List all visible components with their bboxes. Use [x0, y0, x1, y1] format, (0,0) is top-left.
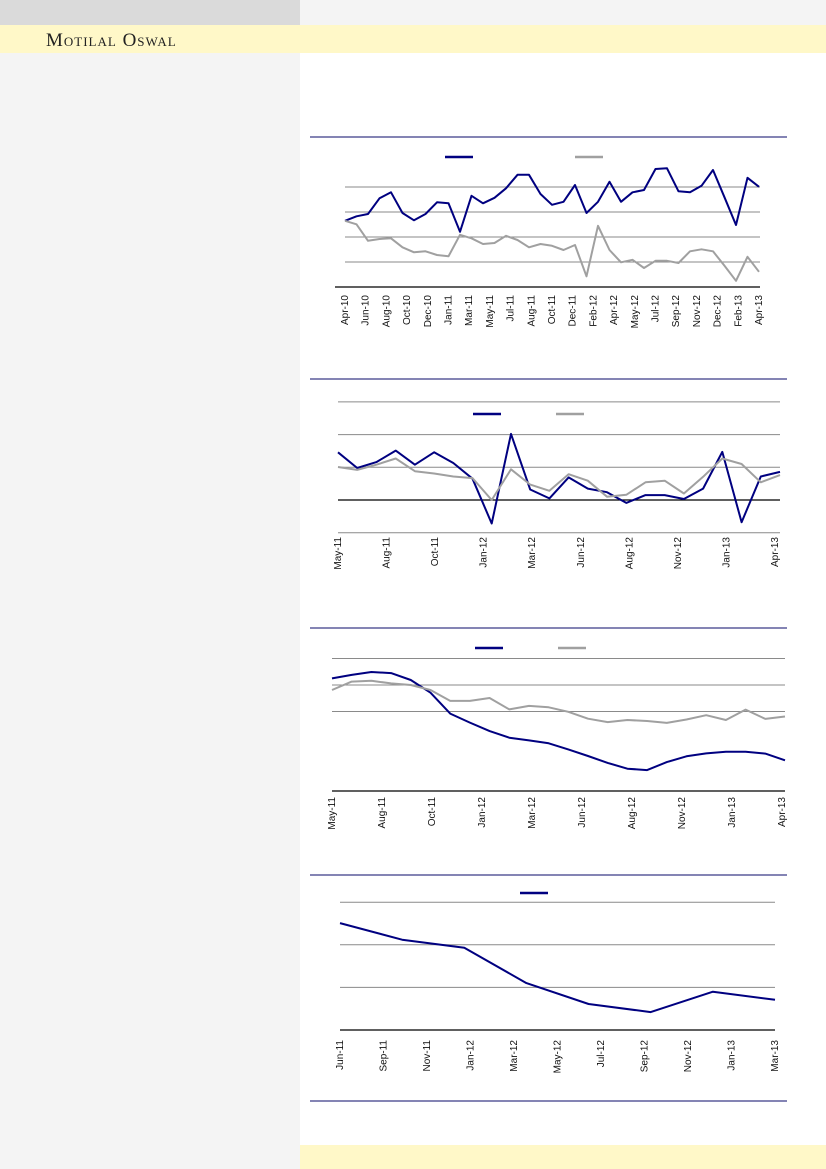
x-tick-label: Jan-12 — [477, 797, 488, 828]
x-tick-label: Mar-13 — [770, 1040, 781, 1072]
series-line-1 — [331, 671, 786, 772]
header-right-strip — [300, 0, 826, 25]
left-margin-column — [0, 53, 300, 1169]
x-tick-label: Apr-13 — [777, 797, 788, 827]
x-tick-label: May-11 — [333, 537, 344, 570]
x-tick-label: Jan-11 — [444, 295, 455, 325]
x-tick-label: Nov-12 — [692, 295, 703, 328]
x-tick-label: Feb-13 — [733, 295, 744, 327]
x-tick-label: Nov-11 — [422, 1040, 433, 1072]
x-tick-label: Nov-12 — [677, 797, 688, 830]
x-tick-label: Dec-12 — [713, 295, 724, 328]
x-tick-label: Aug-12 — [627, 797, 638, 830]
series-line-2 — [331, 679, 786, 724]
x-tick-label: Apr-13 — [770, 537, 781, 567]
x-tick-label: Dec-10 — [423, 295, 434, 328]
x-tick-label: Mar-12 — [509, 1040, 520, 1072]
x-tick-label: Jan-13 — [727, 1040, 738, 1071]
x-tick-label: Aug-12 — [624, 537, 635, 570]
x-tick-label: Aug-10 — [381, 295, 392, 328]
x-tick-label: Sep-12 — [640, 1040, 651, 1073]
x-tick-label: Jul-11 — [506, 295, 517, 322]
x-tick-label: Nov-12 — [673, 537, 684, 570]
x-tick-label: Apr-13 — [754, 295, 765, 325]
x-tick-label: Mar-11 — [464, 295, 475, 326]
series-line-1 — [344, 167, 760, 233]
series-line-1 — [339, 922, 776, 1014]
x-tick-label: Mar-12 — [527, 537, 538, 569]
brand-logo: Motilal Oswal — [46, 30, 177, 51]
series-line-2 — [344, 219, 760, 282]
x-tick-label: Jun-11 — [335, 1040, 346, 1070]
x-tick-label: Aug-11 — [377, 797, 388, 829]
x-tick-label: Jul-12 — [596, 1040, 607, 1068]
x-tick-label: Sep-11 — [379, 1040, 390, 1072]
x-tick-label: Nov-12 — [683, 1040, 694, 1073]
x-tick-label: Jul-12 — [651, 295, 662, 323]
brand-band — [0, 25, 826, 53]
x-tick-label: Aug-11 — [382, 537, 393, 569]
x-tick-label: Apr-12 — [609, 295, 620, 325]
footer-band — [300, 1145, 826, 1169]
x-tick-label: Jan-12 — [479, 537, 490, 568]
x-tick-label: May-12 — [553, 1040, 564, 1074]
x-tick-label: May-12 — [630, 295, 641, 329]
x-tick-label: Oct-10 — [402, 295, 413, 325]
x-tick-label: Sep-12 — [671, 295, 682, 328]
series-line-1 — [337, 432, 781, 525]
x-tick-label: Dec-11 — [568, 295, 579, 327]
x-tick-label: Oct-11 — [547, 295, 558, 325]
x-tick-label: Feb-12 — [588, 295, 599, 327]
x-tick-label: Jan-12 — [466, 1040, 477, 1071]
x-tick-label: Aug-11 — [526, 295, 537, 327]
x-tick-label: May-11 — [327, 797, 338, 830]
x-tick-label: Jun-12 — [576, 537, 587, 568]
x-tick-label: Apr-10 — [340, 295, 351, 325]
x-tick-label: May-11 — [485, 295, 496, 328]
x-tick-label: Jan-13 — [727, 797, 738, 828]
x-tick-label: Jan-13 — [721, 537, 732, 568]
series-line-2 — [337, 457, 781, 501]
x-tick-label: Jun-10 — [361, 295, 372, 326]
x-tick-label: Oct-11 — [430, 537, 441, 567]
header-left-strip — [0, 0, 300, 25]
x-tick-label: Oct-11 — [427, 797, 438, 827]
x-tick-label: Jun-12 — [577, 797, 588, 828]
x-tick-label: Mar-12 — [527, 797, 538, 829]
